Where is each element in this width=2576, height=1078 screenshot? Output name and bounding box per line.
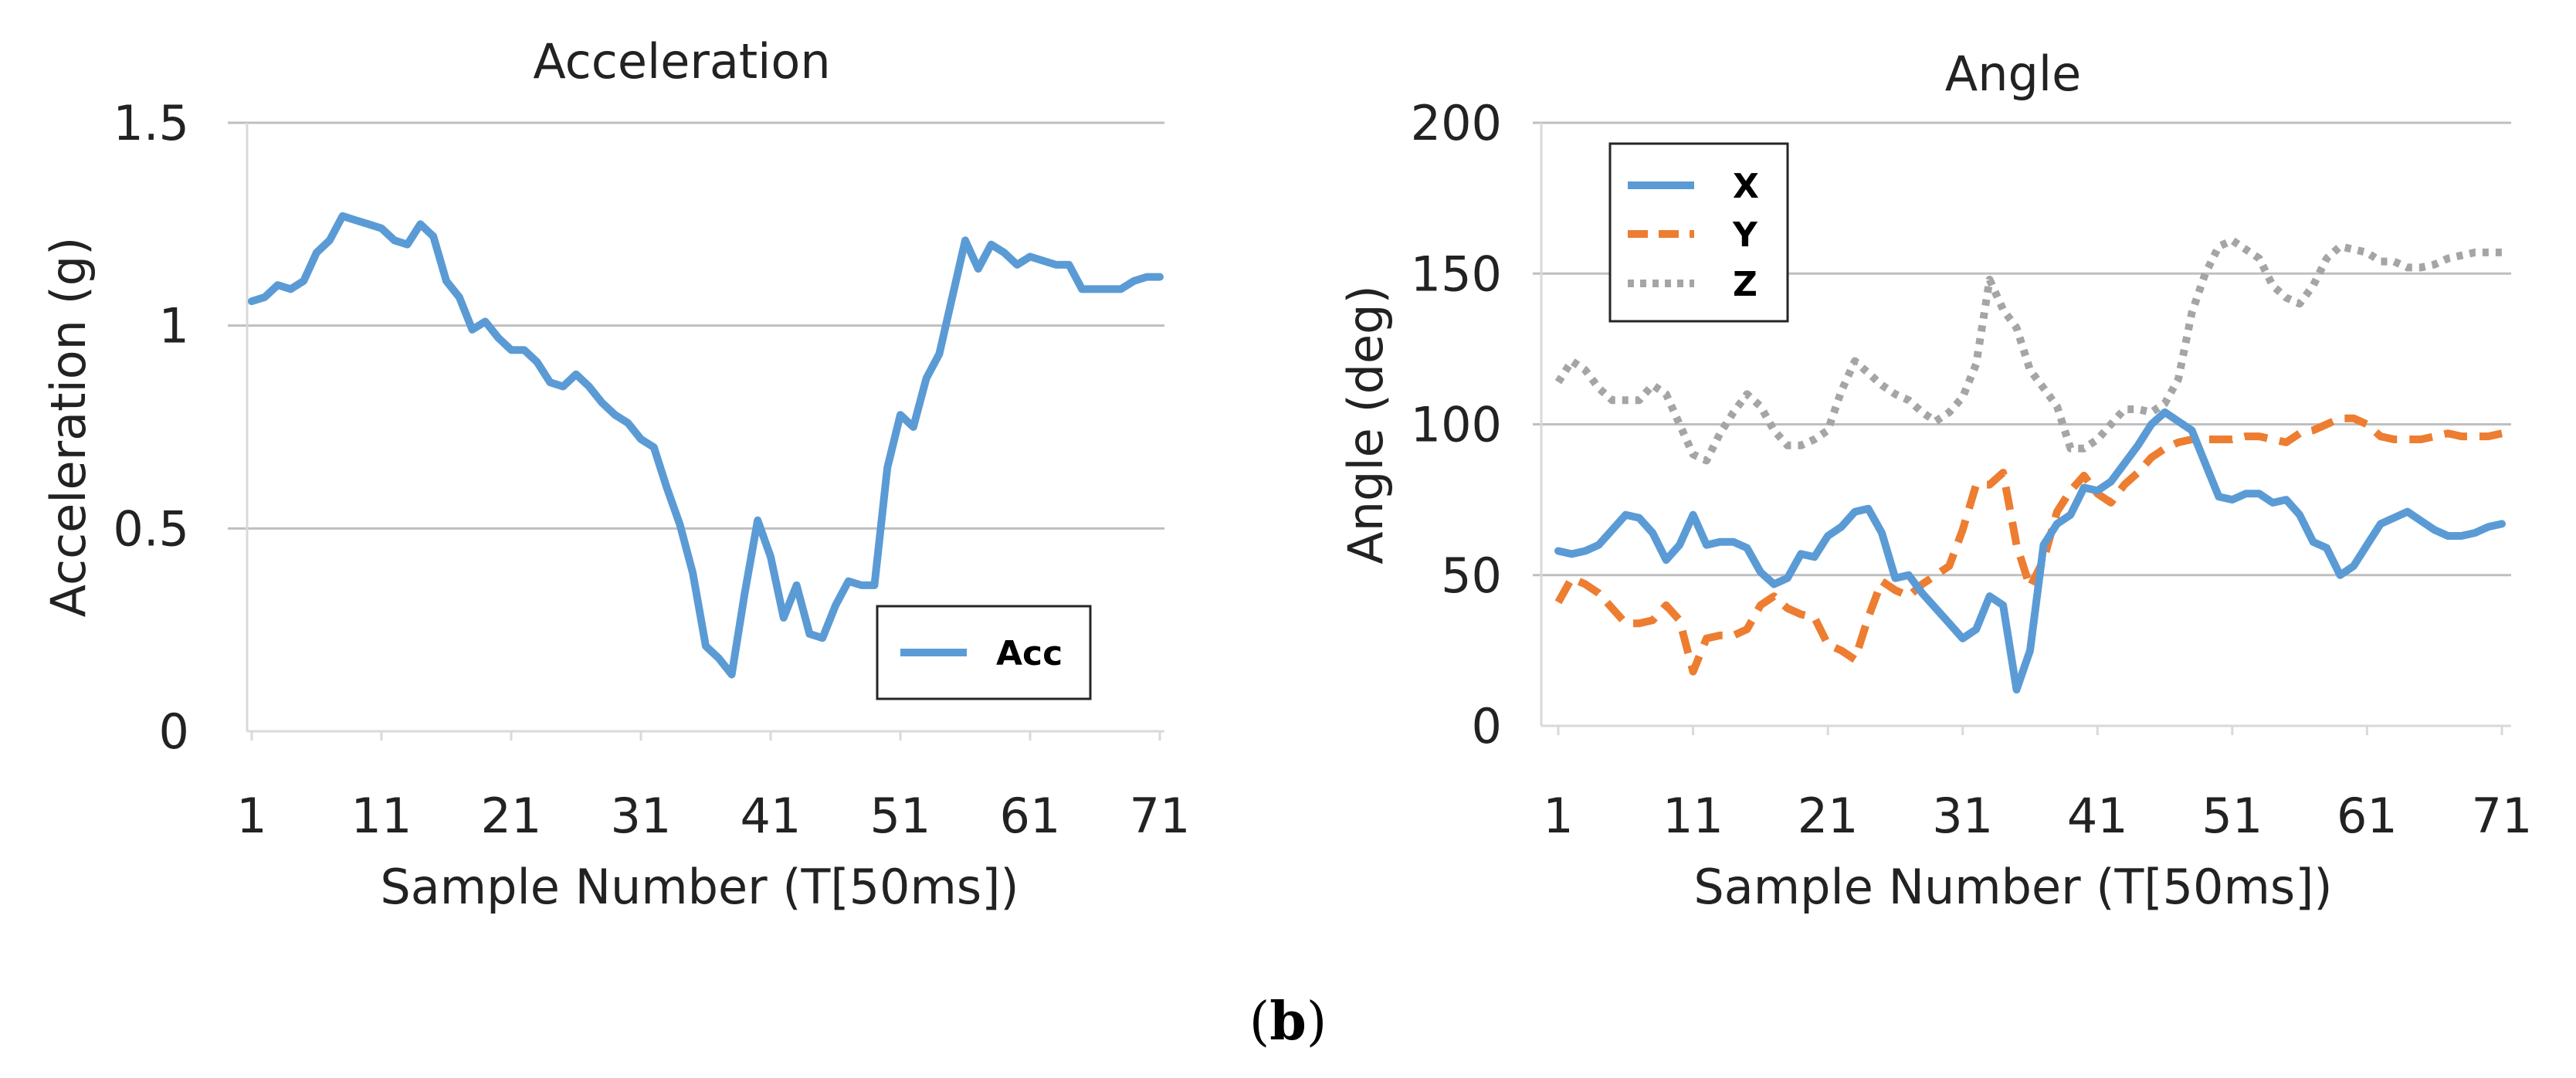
x-tick-label: 11 [351,788,412,844]
x-tick-label: 51 [2201,788,2262,844]
x-tick-label: 21 [481,788,542,844]
y-tick-label: 100 [1411,397,1502,453]
x-axis-label: Sample Number (T[50ms]) [1693,859,2332,915]
series-line-x [1554,408,2506,694]
legend-label-y: Y [1732,215,1758,255]
legend-label-x: X [1733,167,1759,206]
y-tick-label: 50 [1441,547,1502,604]
caption-letter: b [1269,991,1307,1053]
gridlines [228,121,1164,530]
chart-title: Angle [1945,46,2081,102]
caption-open-paren: ( [1249,992,1270,1053]
x-tick-label: 31 [611,788,672,844]
caption-close-paren: ) [1307,992,1327,1053]
series-line-acc [248,212,1164,679]
x-tick-label: 41 [741,788,802,844]
x-axis-label: Sample Number (T[50ms]) [380,859,1019,915]
x-tick-label: 41 [2067,788,2128,844]
x-tick-label: 71 [2472,788,2533,844]
x-tick-label: 1 [1543,788,1573,844]
y-tick-label: 1 [159,298,189,354]
x-ticks: 1 11 21 31 41 51 61 71 [236,731,1190,844]
x-tick-label: 61 [1000,788,1061,844]
x-tick-label: 51 [870,788,931,844]
x-tick-label: 61 [2337,788,2398,844]
legend: X Y Z [1608,142,1789,323]
legend-label-z: Z [1733,265,1757,304]
x-tick-label: 31 [1932,788,1993,844]
y-axis-label: Acceleration (g) [40,237,97,618]
y-tick-label: 150 [1411,246,1502,302]
y-tick-label: 1.5 [113,95,189,151]
figure-caption: (b) [1249,991,1327,1053]
x-tick-label: 11 [1663,788,1724,844]
series-line-y [1554,414,2503,676]
x-tick-label: 21 [1798,788,1859,844]
y-axis-label: Angle (deg) [1337,285,1394,564]
legend-label-acc: Acc [996,634,1063,673]
y-ticks: 0 0.5 1 1.5 [113,95,189,760]
series-lines [1554,236,2506,694]
x-tick-label: 1 [236,788,266,844]
acceleration-chart: Acceleration 00.511.5 1 11 21 31 41 51 61 71 Sa… [40,33,1190,915]
chart-title: Acceleration [533,33,830,90]
y-tick-label: 0 [159,703,189,760]
y-ticks: 0 50 100 150 200 [1411,95,1502,754]
y-tick-label: 0 [1472,698,1502,754]
y-tick-label: 0.5 [113,500,189,557]
legend: Acc [876,605,1092,700]
series-lines [248,212,1164,679]
y-tick-label: 200 [1411,95,1502,151]
x-tick-label: 71 [1130,788,1191,844]
x-ticks: 1 11 21 31 41 51 61 71 [1543,726,2532,844]
